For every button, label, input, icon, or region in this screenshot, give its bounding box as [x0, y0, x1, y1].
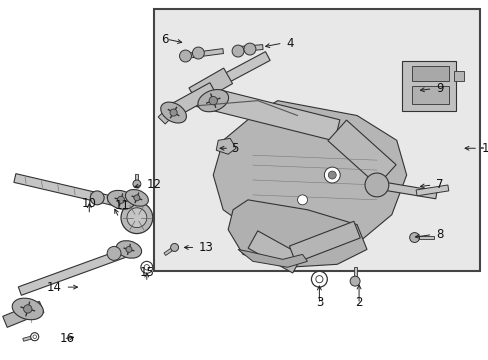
- Circle shape: [107, 247, 121, 260]
- Bar: [453, 71, 463, 81]
- Circle shape: [192, 47, 204, 59]
- Ellipse shape: [125, 189, 148, 206]
- Circle shape: [315, 276, 322, 283]
- Polygon shape: [414, 236, 433, 239]
- Polygon shape: [23, 335, 35, 341]
- Bar: [411, 66, 448, 81]
- Circle shape: [33, 335, 37, 338]
- Text: 8: 8: [435, 228, 443, 241]
- Circle shape: [134, 195, 140, 201]
- Text: 7: 7: [435, 179, 443, 192]
- Text: 9: 9: [435, 82, 443, 95]
- Text: 14: 14: [46, 281, 61, 294]
- Polygon shape: [18, 247, 130, 295]
- Polygon shape: [135, 174, 138, 184]
- Circle shape: [23, 305, 32, 313]
- Circle shape: [90, 191, 104, 205]
- Polygon shape: [353, 267, 356, 281]
- Circle shape: [324, 167, 340, 183]
- Circle shape: [126, 247, 132, 252]
- Text: 12: 12: [146, 179, 162, 192]
- Text: 10: 10: [81, 197, 97, 210]
- Polygon shape: [238, 249, 307, 267]
- Circle shape: [232, 45, 244, 57]
- Polygon shape: [237, 45, 263, 51]
- Circle shape: [141, 261, 152, 273]
- Polygon shape: [228, 200, 366, 267]
- Polygon shape: [158, 102, 180, 124]
- Text: 4: 4: [286, 37, 294, 50]
- Text: 13: 13: [198, 241, 213, 254]
- Circle shape: [133, 180, 141, 188]
- Ellipse shape: [12, 298, 43, 320]
- Polygon shape: [216, 138, 236, 154]
- Circle shape: [209, 96, 217, 105]
- Bar: [153, 9, 479, 271]
- Circle shape: [144, 265, 149, 270]
- Polygon shape: [289, 221, 360, 263]
- Polygon shape: [327, 120, 395, 185]
- Text: 11: 11: [115, 199, 130, 212]
- Text: 5: 5: [231, 142, 238, 155]
- Polygon shape: [247, 231, 302, 273]
- Polygon shape: [375, 181, 436, 199]
- Circle shape: [327, 171, 336, 179]
- Text: 3: 3: [315, 296, 323, 309]
- Circle shape: [170, 243, 178, 251]
- Polygon shape: [415, 185, 448, 196]
- Text: 1: 1: [481, 142, 488, 155]
- Polygon shape: [188, 68, 232, 103]
- Circle shape: [179, 50, 191, 62]
- Polygon shape: [14, 174, 118, 206]
- Polygon shape: [213, 101, 406, 249]
- Polygon shape: [191, 51, 269, 100]
- Ellipse shape: [161, 102, 186, 123]
- Circle shape: [297, 195, 307, 205]
- Polygon shape: [163, 246, 175, 256]
- Polygon shape: [3, 301, 44, 327]
- Circle shape: [121, 202, 152, 234]
- Text: 2: 2: [355, 296, 362, 309]
- Polygon shape: [195, 85, 339, 141]
- Ellipse shape: [116, 241, 142, 258]
- Text: 16: 16: [60, 332, 74, 345]
- Bar: [401, 61, 455, 111]
- Circle shape: [127, 208, 146, 228]
- Ellipse shape: [107, 190, 134, 209]
- Circle shape: [170, 109, 177, 116]
- Circle shape: [311, 271, 326, 287]
- Circle shape: [31, 333, 39, 341]
- Circle shape: [31, 333, 39, 341]
- Bar: [411, 86, 448, 104]
- Circle shape: [364, 173, 388, 197]
- Polygon shape: [185, 49, 223, 58]
- Circle shape: [409, 233, 419, 243]
- Circle shape: [349, 276, 359, 286]
- Polygon shape: [170, 83, 216, 117]
- Circle shape: [244, 43, 255, 55]
- Circle shape: [117, 196, 124, 203]
- Text: 15: 15: [139, 266, 154, 279]
- Ellipse shape: [198, 90, 228, 112]
- Text: 6: 6: [161, 33, 168, 46]
